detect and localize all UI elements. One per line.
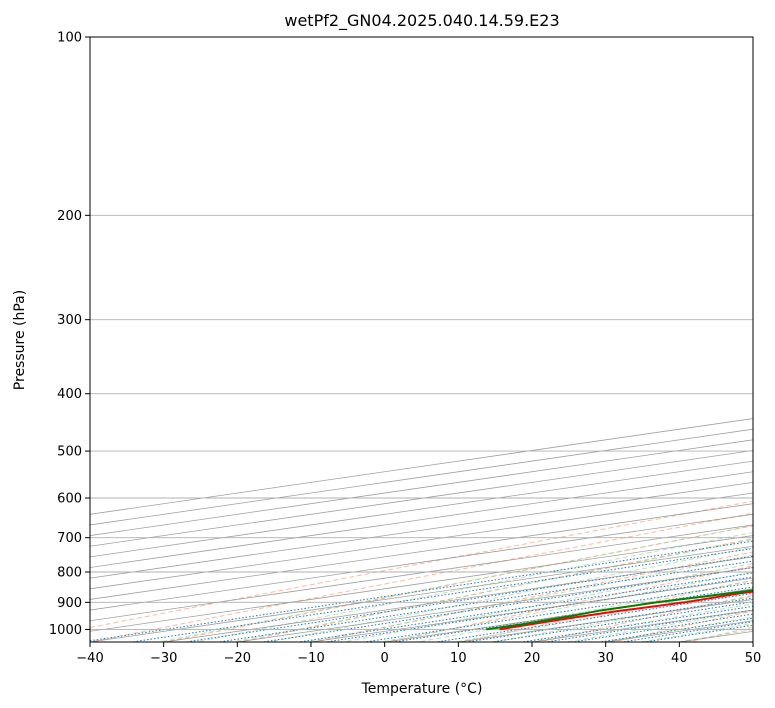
plot-frame [89, 36, 754, 643]
isotherm-line [90, 492, 753, 590]
y-tick-label: 100 [57, 31, 82, 46]
y-tick-label: 300 [57, 313, 82, 328]
isotherm-line [90, 513, 753, 611]
y-axis-label: Pressure (hPa) [12, 290, 28, 390]
x-tick-label: −40 [76, 651, 103, 666]
y-tick-label: 400 [57, 387, 82, 402]
chart-title: wetPf2_GN04.2025.040.14.59.E23 [284, 11, 559, 31]
background-lines [90, 37, 753, 642]
mixing-ratio-line [295, 572, 753, 642]
mixing-ratio-line [518, 605, 753, 642]
isotherm-line [90, 503, 753, 600]
mixing-ratio-line [596, 617, 753, 642]
x-tick-label: 20 [524, 651, 541, 666]
y-tick-label: 200 [57, 209, 82, 224]
mixing-ratio-line [488, 601, 753, 642]
x-tick-label: 0 [381, 651, 389, 666]
y-tick-label: 800 [57, 566, 82, 581]
isotherm-line [90, 450, 753, 547]
isotherm-line [90, 524, 753, 622]
isotherm-line [90, 481, 753, 579]
x-tick-label: −20 [224, 651, 251, 666]
x-tick-label: 10 [450, 651, 467, 666]
x-axis-label: Temperature (°C) [361, 681, 483, 697]
x-tick-label: 50 [745, 651, 762, 666]
isotherm-line [90, 535, 753, 632]
isotherm-line [90, 471, 753, 568]
mixing-ratio-line [182, 555, 753, 642]
x-tick-label: −30 [150, 651, 177, 666]
x-tick-label: −10 [297, 651, 324, 666]
isotherm-line [90, 460, 753, 558]
y-tick-label: 900 [57, 596, 82, 611]
y-tick-label: 600 [57, 492, 82, 507]
mixing-ratio-line [128, 547, 753, 642]
x-tick-label: 40 [671, 651, 688, 666]
y-tick-label: 700 [57, 531, 82, 546]
axes: −40 −30 −20 −10 0 10 20 30 40 50 1000 900 800 700 600 5… [49, 31, 761, 667]
y-tick-label: 500 [57, 445, 82, 460]
mixing-ratio-line [259, 567, 753, 642]
x-tick-label: 30 [597, 651, 614, 666]
mixing-ratio-line [542, 609, 753, 642]
mixing-ratio-line [215, 560, 753, 642]
mixing-ratio-line [569, 613, 753, 642]
y-tick-label: 1000 [49, 623, 82, 638]
